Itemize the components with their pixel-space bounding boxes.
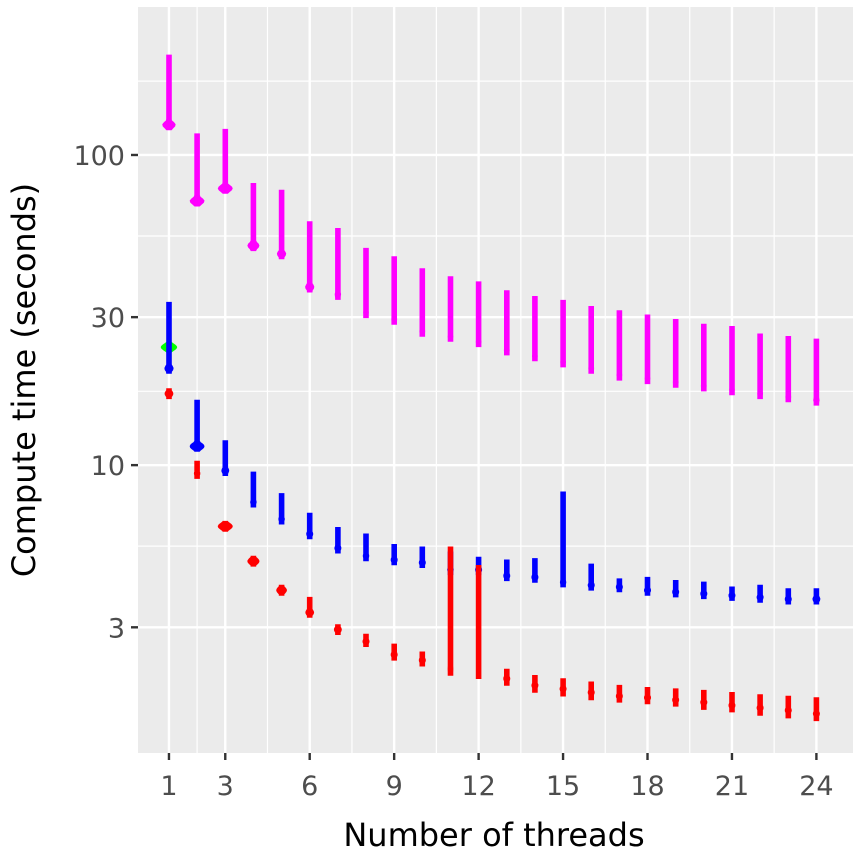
violin-red-21 [728, 692, 736, 713]
violin-magenta-23 [785, 336, 792, 403]
violin-blue-14 [531, 558, 539, 583]
violin-red-23 [784, 695, 792, 719]
violin-magenta-24 [813, 338, 820, 406]
violin-red-22 [756, 694, 764, 716]
violin-blue-23 [784, 588, 792, 605]
violin-blue-15 [559, 491, 567, 588]
violin-magenta-10 [419, 268, 426, 337]
violin-magenta-8 [363, 247, 369, 319]
violin-red-3 [217, 520, 233, 532]
violin-red-17 [615, 684, 623, 703]
x-tick-label-12: 12 [461, 771, 495, 802]
violin-red-6 [305, 596, 315, 618]
axes-layer: 1 3 6 9 12 15 18 21 24 3 10 30 100 [73, 141, 833, 802]
violin-blue-9 [390, 544, 398, 566]
violin-red-4 [247, 555, 260, 567]
x-tick-label-3: 3 [217, 771, 234, 802]
violin-blue-18 [644, 576, 651, 596]
violin-magenta-19 [672, 319, 679, 388]
violin-red-13 [503, 668, 511, 686]
violin-magenta-6 [305, 221, 315, 293]
x-tick-label-15: 15 [546, 771, 580, 802]
y-tick-label-30: 30 [91, 303, 125, 334]
violin-blue-17 [615, 578, 623, 593]
violin-magenta-17 [616, 310, 623, 381]
violin-red-20 [700, 689, 708, 710]
violin-red-19 [672, 688, 680, 707]
violin-red-24 [812, 697, 820, 722]
violin-blue-8 [362, 533, 370, 562]
violin-blue-22 [756, 584, 764, 603]
violin-magenta-14 [531, 296, 538, 362]
violin-magenta-9 [391, 256, 398, 325]
violin-red-14 [531, 675, 539, 693]
violin-magenta-18 [644, 314, 651, 385]
x-tick-label-18: 18 [630, 771, 664, 802]
violin-red-18 [644, 687, 651, 705]
violin-red-1 [164, 388, 174, 400]
x-tick-label-21: 21 [715, 771, 749, 802]
violin-blue-1 [164, 301, 174, 374]
violin-red-9 [390, 643, 398, 661]
violin-blue-7 [334, 527, 342, 554]
violin-magenta-20 [700, 323, 707, 392]
violin-blue-10 [418, 546, 426, 568]
x-tick-label-24: 24 [799, 771, 833, 802]
violin-blue-19 [672, 580, 680, 598]
violin-magenta-13 [503, 290, 510, 356]
violin-blue-20 [700, 581, 708, 600]
violin-blue-21 [728, 586, 736, 601]
y-tick-label-10: 10 [91, 451, 125, 482]
violin-blue-16 [587, 563, 595, 591]
violin-red-8 [362, 633, 370, 647]
violin-blue-6 [306, 512, 314, 540]
violin-magenta-4 [247, 183, 260, 252]
violin-red-2 [193, 460, 201, 479]
plot-panel [138, 7, 853, 753]
violin-blue-24 [812, 588, 821, 605]
violin-blue-13 [503, 559, 511, 582]
violin-red-11 [447, 546, 454, 676]
y-tick-label-3: 3 [108, 613, 125, 644]
violin-magenta-7 [334, 228, 342, 300]
violin-magenta-5 [276, 189, 287, 260]
violin-layer [160, 54, 821, 722]
violin-red-7 [333, 624, 342, 635]
x-tick-label-1: 1 [160, 771, 177, 802]
major-gridlines [138, 7, 853, 753]
y-axis-title: Compute time (seconds) [5, 183, 43, 577]
minor-gridlines [138, 7, 860, 753]
violin-blue-5 [278, 493, 285, 525]
x-tick-label-6: 6 [301, 771, 318, 802]
violin-red-5 [276, 584, 287, 596]
violin-red-10 [418, 651, 426, 667]
violin-magenta-12 [475, 281, 482, 348]
violin-magenta-16 [588, 306, 595, 374]
violin-red-12 [475, 565, 482, 679]
violin-magenta-11 [447, 276, 454, 342]
violin-magenta-15 [560, 299, 567, 368]
x-tick-label-9: 9 [386, 771, 403, 802]
violin-magenta-3 [217, 128, 233, 194]
violin-magenta-21 [729, 326, 735, 396]
violin-red-16 [587, 681, 595, 701]
violin-magenta-22 [757, 333, 764, 400]
violin-blue-4 [250, 471, 257, 508]
violin-blue-2 [189, 399, 205, 452]
x-axis-title: Number of threads [343, 816, 644, 854]
violin-magenta-1 [162, 54, 176, 131]
y-tick-label-100: 100 [73, 141, 125, 172]
violin-magenta-2 [189, 133, 205, 207]
violin-red-15 [559, 678, 567, 697]
violin-blue-3 [221, 440, 230, 476]
